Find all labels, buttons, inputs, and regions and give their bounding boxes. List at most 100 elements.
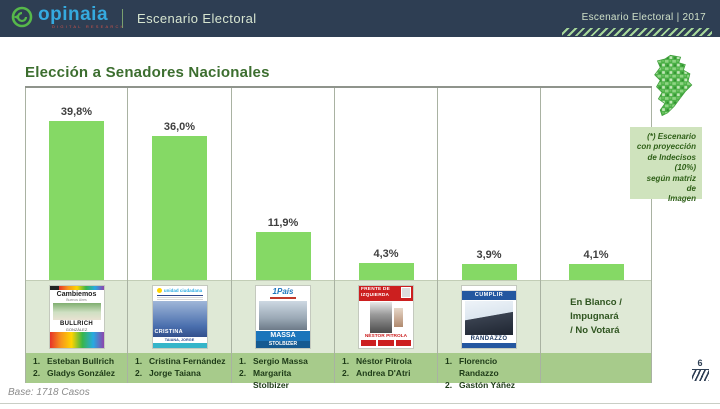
candidate-list: 1. Sergio Massa 2. Margarita Stolbizer	[232, 353, 334, 390]
ballot-photo: CRISTINA	[152, 301, 207, 337]
footer-divider-line	[0, 403, 720, 404]
footer-hatch-icon	[691, 369, 709, 381]
ballot-cambiemos: Cambiemos Buenos Aires BULLRICH GONZÁLEZ	[48, 285, 105, 349]
chart-column-1pais: 11,9% 1País MASSA STOLBIZER 1. Sergio Mas…	[232, 88, 335, 390]
rank-number: 1.	[239, 356, 247, 366]
ballot-region: Buenos Aires	[66, 298, 87, 302]
ballot-cell: En Blanco / Impugnará / No Votará	[541, 280, 651, 353]
candidate-list: 1. Florencio Randazzo 2. Gastón Yáñez	[438, 353, 540, 390]
opinaia-logo-icon	[11, 6, 33, 28]
ballot-photo	[52, 303, 101, 320]
bar-chart: 39,8% Cambiemos Buenos Aires BULLRICH GO…	[25, 86, 652, 390]
ballot-party-name: Cambiemos	[56, 291, 97, 298]
page-title: Elección a Senadores Nacionales	[25, 64, 270, 81]
ballot-footer-stripe	[49, 331, 104, 348]
rank-number: 1.	[342, 356, 350, 366]
header-bar: opinaia DIGITAL RESEARCH Escenario Elect…	[0, 0, 720, 37]
ballot-candidate-2: STOLBIZER	[256, 340, 310, 348]
bars-area: 4,3%	[335, 88, 437, 280]
candidate-name: Gladys González	[47, 367, 116, 378]
scenario-note-box: (*) Escenario con proyección de Indeciso…	[630, 127, 702, 203]
candidate-name: Margarita Stolbizer	[253, 367, 292, 390]
rank-number: 1.	[135, 356, 143, 366]
ballot-party-name: unidad ciudadana	[163, 288, 203, 293]
rank-number: 2.	[342, 367, 350, 378]
candidate-name: Gastón Yáñez	[459, 379, 516, 390]
header-section-title: Escenario Electoral	[137, 11, 257, 26]
bar-value-label: 39,8%	[60, 106, 93, 118]
ballot-footer-stripe	[361, 340, 411, 346]
rank-number: 1.	[33, 356, 41, 366]
bar-value-label: 36,0%	[163, 121, 196, 133]
chart-column-unidad-ciudadana: 36,0% unidad ciudadana CRISTINA TAIANA, …	[128, 88, 232, 383]
ballot-candidate: BULLRICH	[59, 320, 94, 327]
candidate-list: 1. Cristina Fernández 2. Jorge Taiana	[128, 353, 231, 383]
ballot-party-name: CUMPLIR	[462, 291, 516, 300]
ballot-frente-izquierda: FRENTE DE IZQUIERDA NÉSTOR PITROLA	[358, 285, 414, 349]
ballot-candidate: RANDAZZO	[470, 336, 508, 342]
ballot-unidad-ciudadana: unidad ciudadana CRISTINA TAIANA, JORGE	[151, 285, 208, 349]
candidate-list-empty	[541, 353, 651, 383]
rank-number: 1.	[445, 356, 453, 366]
bar-cumplir	[461, 264, 517, 280]
blank-vote-label: En Blanco / Impugnará / No Votará	[570, 296, 622, 337]
logo-subtext: DIGITAL RESEARCH	[52, 24, 126, 29]
ballot-party-name: 1País	[272, 287, 294, 296]
ballot-footer-stripe	[152, 343, 207, 348]
candidate-name: Néstor Pitrola	[356, 356, 412, 366]
ballot-header-stripe	[49, 286, 104, 290]
candidate-list: 1. Néstor Pitrola 2. Andrea D'Atri	[335, 353, 437, 383]
ballot-candidate: CRISTINA	[154, 329, 183, 335]
ballot-candidate: NÉSTOR PITROLA	[364, 334, 408, 339]
header-hatch-decoration	[562, 28, 712, 36]
ballot-cell: CUMPLIR RANDAZZO	[438, 280, 540, 353]
candidate-name: Andrea D'Atri	[356, 367, 411, 378]
bars-area: 39,8%	[26, 88, 127, 280]
ballot-accent-line	[270, 297, 296, 299]
ballot-footer-stripe	[462, 343, 516, 348]
candidate-name: Sergio Massa	[253, 356, 308, 366]
ballot-candidate-2: TAIANA, JORGE	[164, 338, 195, 342]
bar-value-label: 3,9%	[476, 249, 502, 261]
header-right-label: Escenario Electoral | 2017	[581, 12, 706, 23]
buenos-aires-map-icon	[654, 54, 693, 117]
candidate-name: Esteban Bullrich	[47, 356, 115, 366]
ballot-fine-print	[462, 286, 516, 291]
bars-area: 3,9%	[438, 88, 540, 280]
bar-frente-izquierda	[358, 263, 414, 280]
opinaia-logo: opinaia DIGITAL RESEARCH	[10, 5, 126, 29]
ballot-1pais: 1País MASSA STOLBIZER	[255, 285, 311, 349]
rank-number: 2.	[33, 367, 41, 378]
ballot-cell: FRENTE DE IZQUIERDA NÉSTOR PITROLA	[335, 280, 437, 353]
bar-cambiemos	[49, 121, 104, 280]
header-divider	[122, 9, 123, 28]
ballot-party-name: FRENTE DE IZQUIERDA	[361, 287, 390, 298]
bars-area: 4,1%	[541, 88, 651, 280]
rank-number: 2.	[445, 379, 453, 390]
ballot-photo	[259, 301, 307, 330]
bars-area: 11,9%	[232, 88, 334, 280]
ballot-thumbnail-photo	[401, 287, 411, 298]
candidate-list: 1. Esteban Bullrich 2. Gladys González	[26, 353, 127, 383]
ballot-cell: 1País MASSA STOLBIZER	[232, 280, 334, 353]
page-number: 6	[697, 358, 703, 368]
ballot-candidate: MASSA	[256, 330, 310, 341]
bar-value-label: 11,9%	[267, 217, 299, 229]
ballot-candidate-2: GONZÁLEZ	[65, 326, 88, 332]
bar-unidad-ciudadana	[152, 136, 207, 280]
bar-en-blanco	[568, 264, 624, 280]
candidate-name: Jorge Taiana	[149, 367, 201, 378]
bar-value-label: 4,1%	[583, 249, 609, 261]
ballot-cumplir: CUMPLIR RANDAZZO	[461, 285, 517, 349]
bar-value-label: 4,3%	[373, 248, 399, 260]
page-number-block: 6	[690, 358, 710, 386]
scenario-note-text: (*) Escenario con proyección de Indeciso…	[636, 132, 696, 204]
sun-logo-icon	[156, 288, 162, 293]
ballot-fine-print	[156, 295, 203, 301]
bars-area: 36,0%	[128, 88, 231, 280]
chart-column-frente-izquierda: 4,3% FRENTE DE IZQUIERDA NÉSTOR PITROLA	[335, 88, 438, 383]
rank-number: 2.	[135, 367, 143, 378]
ballot-photo	[465, 300, 513, 335]
candidate-name: Florencio Randazzo	[459, 356, 499, 378]
